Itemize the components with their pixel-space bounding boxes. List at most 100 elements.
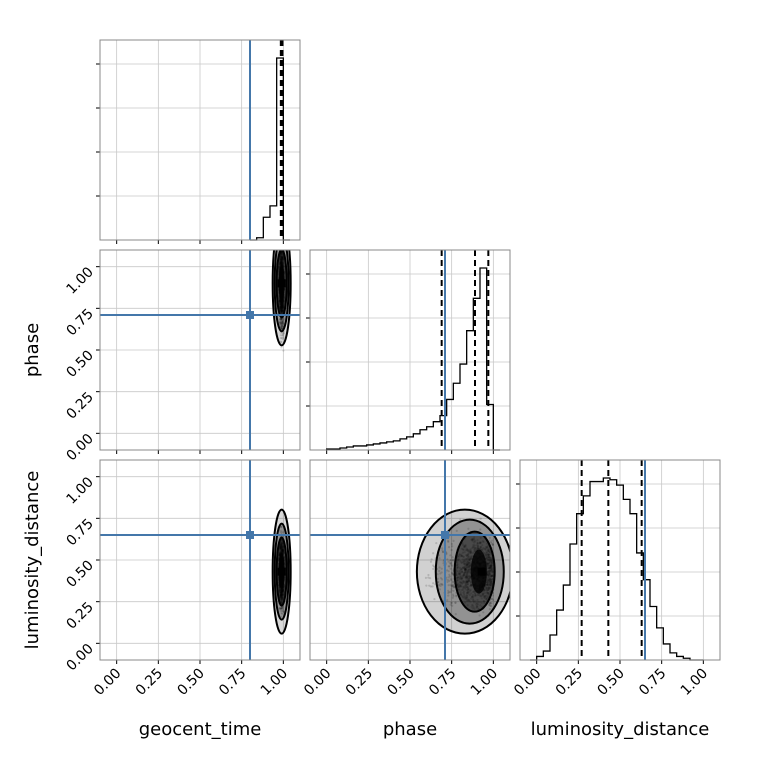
x-tick-label: 0.75	[426, 666, 459, 699]
hist-panel-phase	[306, 249, 511, 454]
y-tick-label: 0.50	[63, 558, 96, 591]
sample-point	[455, 594, 458, 597]
sample-point	[490, 539, 494, 542]
sample-point	[452, 594, 455, 598]
sample-point	[488, 607, 491, 611]
sample-point	[280, 607, 284, 610]
sample-point	[280, 323, 283, 327]
sample-point	[459, 518, 462, 521]
sample-point	[449, 590, 452, 594]
sample-point	[280, 317, 283, 321]
truth-marker	[246, 531, 254, 539]
sample-point	[449, 567, 452, 570]
sample-point	[280, 336, 283, 339]
sample-point	[488, 601, 491, 604]
panel-frame	[309, 459, 511, 661]
sample-point	[431, 585, 434, 588]
panel-frame	[99, 459, 301, 661]
histogram-step-phase	[326, 267, 500, 451]
sample-point	[449, 577, 452, 580]
sample-point	[280, 607, 283, 610]
sample-point	[282, 247, 284, 249]
sample-point	[490, 541, 493, 545]
sample-point	[281, 245, 283, 247]
sample-point	[280, 526, 283, 529]
x-tick-label: 1.00	[468, 666, 501, 699]
x-tick-label: 0.75	[636, 666, 669, 699]
sample-point	[279, 318, 282, 321]
sample-point	[279, 246, 281, 248]
sample-point	[448, 575, 452, 578]
sample-point	[488, 603, 491, 606]
y-tick-label: 1.00	[63, 264, 96, 297]
sample-point	[280, 246, 282, 248]
sample-point	[439, 577, 443, 580]
sample-point	[449, 603, 452, 606]
scatter-panel-phase-vs-luminosity-distance	[309, 459, 511, 664]
y-tick-label: 0.25	[63, 599, 96, 632]
sample-point	[450, 601, 453, 604]
sample-point	[280, 244, 282, 246]
sample-point	[278, 321, 282, 324]
sample-point	[279, 247, 281, 249]
histogram-step-luminosity-distance	[530, 477, 704, 661]
sample-point	[446, 558, 449, 561]
sample-point	[280, 243, 282, 245]
sample-point	[280, 531, 283, 534]
sample-point	[280, 242, 282, 244]
x-axis-label-geocent-time: geocent_time	[139, 719, 262, 740]
sample-point	[281, 247, 283, 249]
sample-point	[279, 609, 282, 613]
panel-frame	[309, 249, 511, 451]
sample-point	[429, 560, 433, 563]
sample-point	[447, 539, 450, 542]
sample-point	[281, 327, 284, 330]
sample-point	[280, 327, 283, 330]
sample-point	[281, 612, 284, 615]
sample-point	[449, 558, 452, 562]
sample-point	[427, 573, 430, 577]
sample-point	[427, 576, 430, 579]
sample-point	[448, 591, 451, 594]
sample-point	[488, 536, 491, 539]
sample-point	[467, 527, 470, 530]
sample-point	[281, 246, 283, 248]
sample-point	[450, 548, 453, 552]
sample-point	[280, 326, 283, 329]
sample-point	[448, 562, 452, 565]
sample-point	[447, 546, 451, 549]
x-tick-label: 0.25	[343, 666, 376, 699]
sample-point	[280, 525, 283, 529]
sample-point	[438, 583, 441, 586]
sample-point	[433, 597, 436, 601]
panel-frame	[99, 39, 301, 241]
sample-point	[441, 547, 444, 550]
sample-point	[282, 606, 285, 609]
x-tick-label: 0.50	[174, 666, 207, 699]
sample-point	[489, 541, 492, 544]
sample-point	[447, 584, 450, 587]
truth-marker	[441, 531, 449, 539]
sample-point	[451, 584, 454, 587]
x-tick-label: 0.75	[216, 666, 249, 699]
sample-point	[281, 245, 283, 247]
sample-point	[447, 570, 450, 573]
sample-point	[451, 558, 454, 562]
sample-point	[279, 322, 282, 325]
sample-point	[451, 572, 455, 576]
sample-point	[281, 248, 283, 250]
sample-point	[451, 545, 454, 548]
sample-point	[425, 584, 428, 587]
sample-point	[280, 246, 282, 248]
sample-point	[280, 247, 282, 249]
sample-point	[282, 322, 285, 325]
sample-point	[449, 554, 452, 557]
sample-point	[280, 611, 283, 615]
sample-point	[438, 566, 441, 569]
sample-point	[280, 246, 282, 248]
sample-point	[447, 565, 450, 568]
sample-point	[489, 601, 492, 605]
sample-point	[280, 322, 283, 325]
sample-point	[437, 580, 440, 584]
sample-point	[281, 331, 284, 335]
